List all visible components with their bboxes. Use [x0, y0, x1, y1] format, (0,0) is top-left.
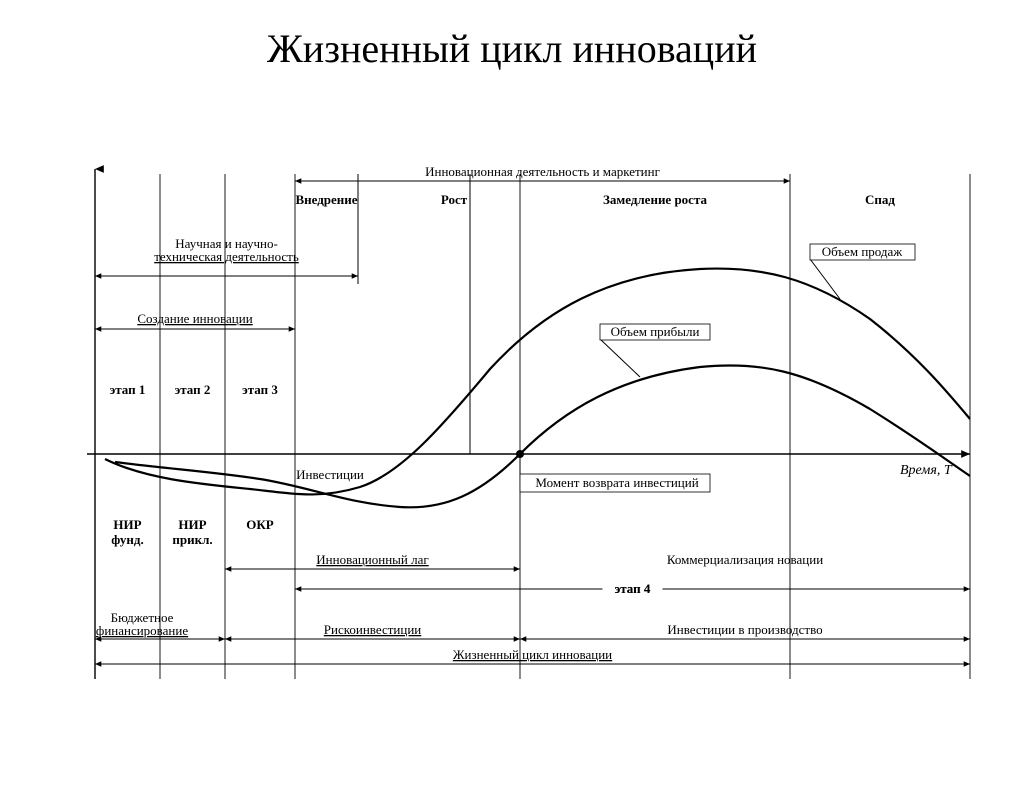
production-invest-label: Инвестиции в производство	[667, 622, 822, 637]
research-l2: техническая деятельность	[154, 249, 299, 264]
stage3: этап 3	[242, 382, 278, 397]
budget-l2: финансирование	[96, 623, 188, 638]
lifecycle-label: Жизненный цикл инновации	[453, 647, 612, 662]
phase-decline: Спад	[865, 192, 895, 207]
phase-implementation: Внедрение	[295, 192, 357, 207]
profit-label: Объем прибыли	[611, 324, 700, 339]
sales-label: Объем продаж	[822, 244, 904, 259]
lifecycle-diagram: Время, T Инновационная деятельность и ма…	[0, 99, 1024, 739]
return-label: Момент возврата инвестиций	[535, 475, 698, 490]
phase-slowdown: Замедление роста	[603, 192, 708, 207]
page-title: Жизненный цикл инноваций	[0, 25, 1024, 72]
stage2: этап 2	[175, 382, 211, 397]
innov-lag-label: Инновационный лаг	[316, 552, 428, 567]
sales-curve	[105, 268, 970, 494]
profit-leader	[600, 339, 640, 377]
nir-fund-l2: фунд.	[111, 532, 144, 547]
investments-label: Инвестиции	[296, 467, 364, 482]
nir-fund-l1: НИР	[113, 517, 141, 532]
okr: ОКР	[246, 517, 274, 532]
stage4-label2: этап 4	[615, 581, 651, 596]
phase-growth: Рост	[441, 192, 468, 207]
stage1: этап 1	[110, 382, 146, 397]
marketing-activity-label: Инновационная деятельность и маркетинг	[425, 164, 660, 179]
nir-prikl-l2: прикл.	[172, 532, 212, 547]
return-point	[516, 450, 524, 458]
x-axis-label: Время, T	[900, 463, 953, 478]
commerc-label: Коммерциализация новации	[667, 552, 823, 567]
creation-label: Создание инновации	[137, 311, 252, 326]
risk-label: Рискоинвестиции	[324, 622, 422, 637]
nir-prikl-l1: НИР	[178, 517, 206, 532]
